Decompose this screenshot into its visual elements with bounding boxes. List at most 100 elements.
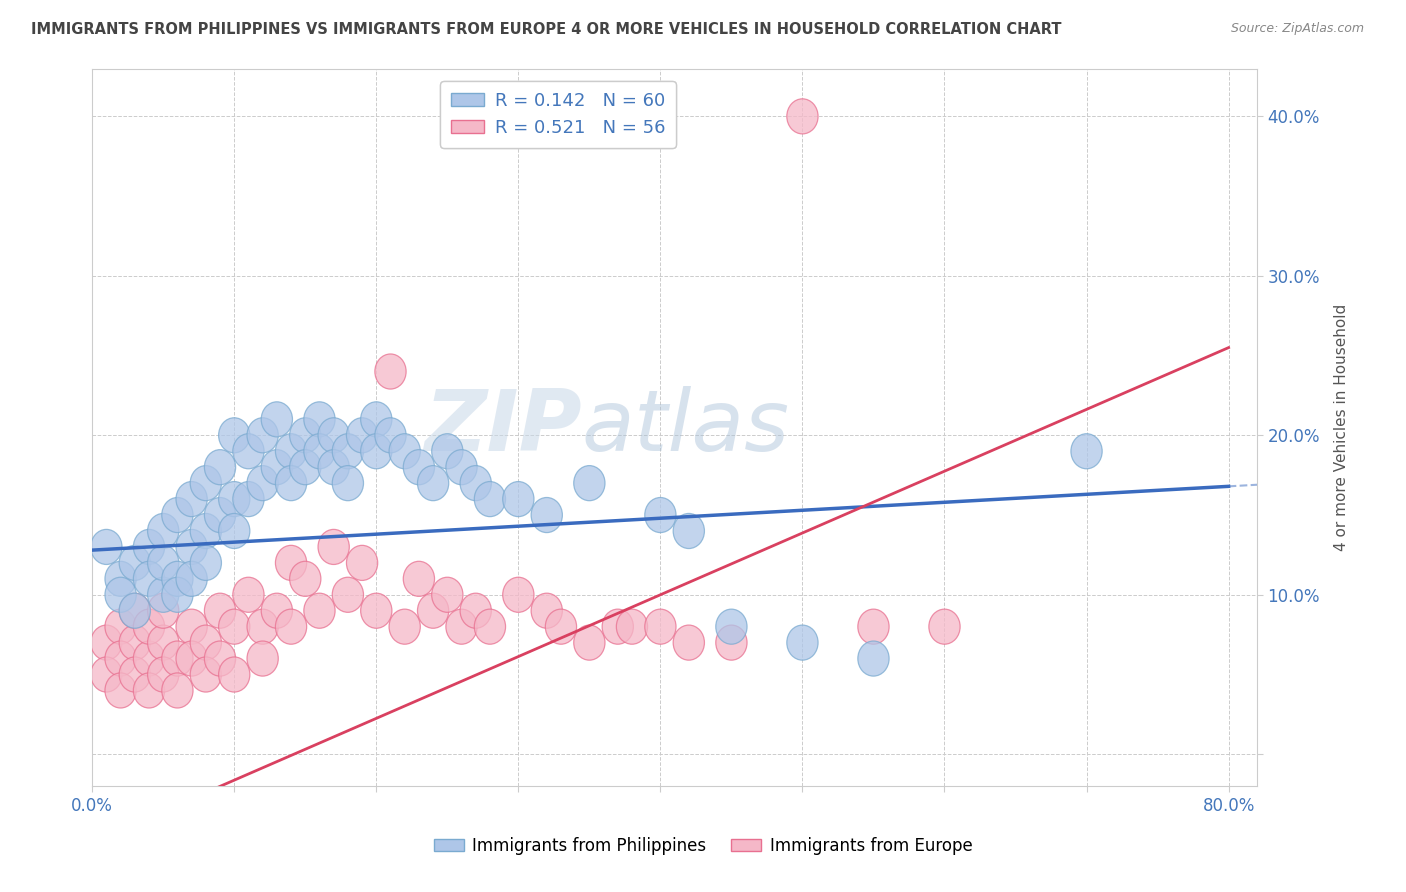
Ellipse shape: [105, 641, 136, 676]
Ellipse shape: [474, 609, 506, 644]
Ellipse shape: [204, 498, 236, 533]
Ellipse shape: [304, 593, 335, 628]
Text: ZIP: ZIP: [423, 386, 582, 469]
Ellipse shape: [474, 482, 506, 516]
Ellipse shape: [176, 609, 207, 644]
Ellipse shape: [574, 466, 605, 500]
Ellipse shape: [418, 593, 449, 628]
Ellipse shape: [134, 673, 165, 708]
Ellipse shape: [190, 625, 222, 660]
Ellipse shape: [787, 99, 818, 134]
Ellipse shape: [134, 641, 165, 676]
Ellipse shape: [276, 545, 307, 581]
Ellipse shape: [162, 561, 193, 597]
Ellipse shape: [190, 514, 222, 549]
Ellipse shape: [120, 593, 150, 628]
Ellipse shape: [389, 434, 420, 469]
Ellipse shape: [148, 593, 179, 628]
Ellipse shape: [503, 482, 534, 516]
Ellipse shape: [247, 641, 278, 676]
Ellipse shape: [290, 561, 321, 597]
Ellipse shape: [91, 625, 122, 660]
Ellipse shape: [446, 609, 477, 644]
Ellipse shape: [218, 482, 250, 516]
Ellipse shape: [673, 514, 704, 549]
Ellipse shape: [290, 417, 321, 453]
Ellipse shape: [176, 529, 207, 565]
Ellipse shape: [332, 434, 364, 469]
Ellipse shape: [858, 641, 889, 676]
Legend: Immigrants from Philippines, Immigrants from Europe: Immigrants from Philippines, Immigrants …: [427, 830, 979, 862]
Ellipse shape: [120, 545, 150, 581]
Ellipse shape: [276, 609, 307, 644]
Ellipse shape: [105, 673, 136, 708]
Ellipse shape: [148, 577, 179, 612]
Ellipse shape: [716, 609, 747, 644]
Ellipse shape: [233, 577, 264, 612]
Ellipse shape: [404, 561, 434, 597]
Ellipse shape: [375, 354, 406, 389]
Ellipse shape: [247, 609, 278, 644]
Ellipse shape: [645, 498, 676, 533]
Ellipse shape: [858, 609, 889, 644]
Ellipse shape: [531, 498, 562, 533]
Ellipse shape: [304, 434, 335, 469]
Ellipse shape: [218, 609, 250, 644]
Ellipse shape: [432, 577, 463, 612]
Ellipse shape: [148, 625, 179, 660]
Ellipse shape: [361, 434, 392, 469]
Ellipse shape: [204, 641, 236, 676]
Ellipse shape: [346, 417, 378, 453]
Ellipse shape: [616, 609, 648, 644]
Ellipse shape: [120, 593, 150, 628]
Ellipse shape: [218, 514, 250, 549]
Ellipse shape: [1071, 434, 1102, 469]
Text: IMMIGRANTS FROM PHILIPPINES VS IMMIGRANTS FROM EUROPE 4 OR MORE VEHICLES IN HOUS: IMMIGRANTS FROM PHILIPPINES VS IMMIGRANT…: [31, 22, 1062, 37]
Ellipse shape: [204, 593, 236, 628]
Ellipse shape: [148, 514, 179, 549]
Ellipse shape: [602, 609, 633, 644]
Ellipse shape: [276, 466, 307, 500]
Ellipse shape: [318, 417, 349, 453]
Ellipse shape: [148, 657, 179, 692]
Ellipse shape: [233, 434, 264, 469]
Ellipse shape: [247, 417, 278, 453]
Ellipse shape: [404, 450, 434, 484]
Ellipse shape: [332, 466, 364, 500]
Ellipse shape: [346, 545, 378, 581]
Ellipse shape: [105, 609, 136, 644]
Ellipse shape: [91, 657, 122, 692]
Text: atlas: atlas: [582, 386, 789, 469]
Ellipse shape: [91, 529, 122, 565]
Ellipse shape: [574, 625, 605, 660]
Ellipse shape: [190, 657, 222, 692]
Ellipse shape: [162, 577, 193, 612]
Ellipse shape: [204, 450, 236, 484]
Ellipse shape: [162, 673, 193, 708]
Ellipse shape: [120, 657, 150, 692]
Ellipse shape: [134, 529, 165, 565]
Ellipse shape: [318, 529, 349, 565]
Ellipse shape: [218, 417, 250, 453]
Legend: R = 0.142   N = 60, R = 0.521   N = 56: R = 0.142 N = 60, R = 0.521 N = 56: [440, 81, 676, 148]
Ellipse shape: [304, 401, 335, 437]
Ellipse shape: [162, 498, 193, 533]
Ellipse shape: [546, 609, 576, 644]
Ellipse shape: [105, 577, 136, 612]
Ellipse shape: [190, 545, 222, 581]
Ellipse shape: [460, 466, 491, 500]
Ellipse shape: [247, 466, 278, 500]
Ellipse shape: [134, 561, 165, 597]
Ellipse shape: [176, 482, 207, 516]
Text: Source: ZipAtlas.com: Source: ZipAtlas.com: [1230, 22, 1364, 36]
Ellipse shape: [134, 609, 165, 644]
Ellipse shape: [446, 450, 477, 484]
Ellipse shape: [290, 450, 321, 484]
Ellipse shape: [105, 561, 136, 597]
Ellipse shape: [190, 466, 222, 500]
Ellipse shape: [176, 561, 207, 597]
Ellipse shape: [361, 593, 392, 628]
Ellipse shape: [531, 593, 562, 628]
Ellipse shape: [645, 609, 676, 644]
Ellipse shape: [787, 625, 818, 660]
